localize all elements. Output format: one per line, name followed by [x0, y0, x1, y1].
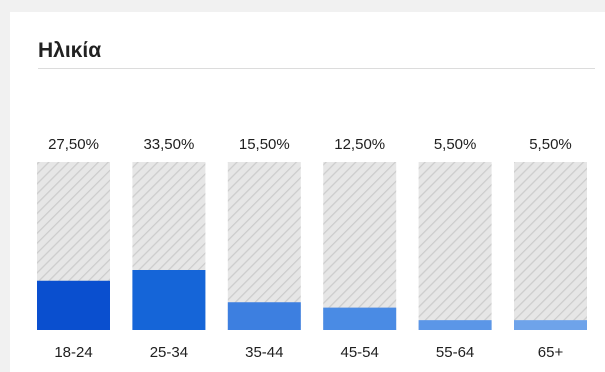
value-label-25-34: 33,50% — [143, 136, 194, 153]
value-label-65+: 5,50% — [529, 136, 572, 153]
category-label-35-44: 35-44 — [245, 344, 283, 361]
bar-35-44 — [227, 302, 301, 330]
category-label-65+: 65+ — [538, 344, 564, 361]
bar-25-34 — [132, 270, 206, 330]
category-label-25-34: 25-34 — [150, 344, 188, 361]
bar-55-64 — [418, 320, 492, 330]
value-label-55-64: 5,50% — [434, 136, 477, 153]
title-divider — [38, 68, 595, 69]
bar-65+ — [514, 320, 587, 330]
category-label-45-54: 45-54 — [341, 344, 379, 361]
bar-track-35-44 — [227, 162, 301, 330]
category-label-55-64: 55-64 — [436, 344, 474, 361]
age-card: Ηλικία 27,50% 18-24 33,50% 25-34 15,50% 35-44… — [10, 12, 605, 372]
value-label-35-44: 15,50% — [239, 136, 290, 153]
bar-track-55-64 — [418, 162, 492, 330]
bar-track-45-54 — [323, 162, 397, 330]
value-label-45-54: 12,50% — [334, 136, 385, 153]
bar-track-65+ — [514, 162, 587, 330]
bar-45-54 — [323, 307, 397, 330]
category-label-18-24: 18-24 — [54, 344, 92, 361]
age-bar-chart: 27,50% 18-24 33,50% 25-34 15,50% 35-44 12,50% 4… — [37, 136, 587, 361]
card-title: Ηλικία — [38, 39, 102, 62]
bar-18-24 — [37, 280, 110, 330]
value-label-18-24: 27,50% — [48, 136, 99, 153]
